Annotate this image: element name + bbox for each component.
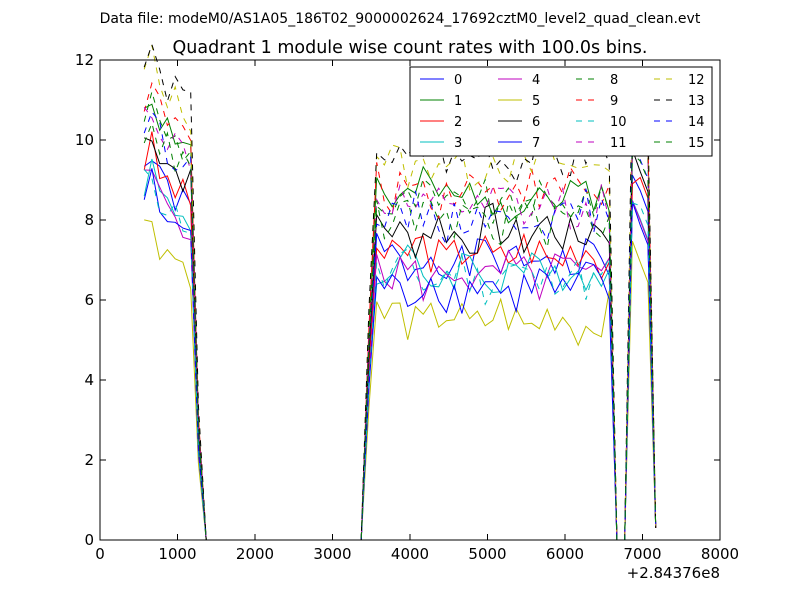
legend-label-0: 0 [454, 73, 462, 88]
suptitle: Data file: modeM0/AS1A05_186T02_90000026… [100, 11, 701, 27]
series-line-15 [143, 121, 657, 541]
series-line-2 [143, 131, 657, 541]
x-tick-label: 3000 [313, 545, 351, 563]
series-line-0 [143, 160, 657, 541]
legend-label-6: 6 [532, 115, 540, 130]
legend-label-5: 5 [532, 94, 540, 109]
x-tick-label: 0 [95, 545, 105, 563]
y-tick-label: 8 [84, 211, 94, 229]
series-line-6 [144, 137, 657, 541]
legend-label-1: 1 [454, 94, 462, 109]
chart-title: Quadrant 1 module wise count rates with … [173, 38, 648, 58]
legend-label-14: 14 [688, 115, 705, 130]
x-tick-label: 4000 [391, 545, 429, 563]
legend-label-7: 7 [532, 136, 540, 151]
x-tick-label: 8000 [701, 545, 739, 563]
x-tick-label: 5000 [468, 545, 506, 563]
legend-label-12: 12 [688, 73, 705, 88]
legend-label-2: 2 [454, 115, 462, 130]
x-tick-label: 1000 [158, 545, 196, 563]
series-line-3 [143, 158, 657, 541]
x-tick-label: 2000 [236, 545, 274, 563]
x-tick-label: 6000 [546, 545, 584, 563]
legend-label-11: 11 [610, 136, 627, 151]
y-tick-label: 10 [75, 131, 94, 149]
y-tick-label: 6 [84, 291, 94, 309]
legend-label-10: 10 [610, 115, 627, 130]
x-offset-label: +2.84376e8 [627, 564, 720, 582]
y-tick-label: 4 [84, 371, 94, 389]
y-tick-label: 2 [84, 451, 94, 469]
x-tick-label: 7000 [623, 545, 661, 563]
legend-label-3: 3 [454, 136, 462, 151]
series-line-8 [143, 89, 657, 541]
legend-label-4: 4 [532, 73, 540, 88]
legend-box [409, 66, 713, 157]
series-line-4 [144, 169, 657, 541]
legend-label-13: 13 [688, 94, 705, 109]
legend-label-15: 15 [688, 136, 705, 151]
y-tick-label: 12 [75, 51, 94, 69]
series-line-1 [143, 103, 657, 541]
y-tick-label: 0 [84, 531, 94, 549]
series-line-14 [143, 110, 657, 541]
legend-label-8: 8 [610, 73, 618, 88]
legend-label-9: 9 [610, 94, 618, 109]
